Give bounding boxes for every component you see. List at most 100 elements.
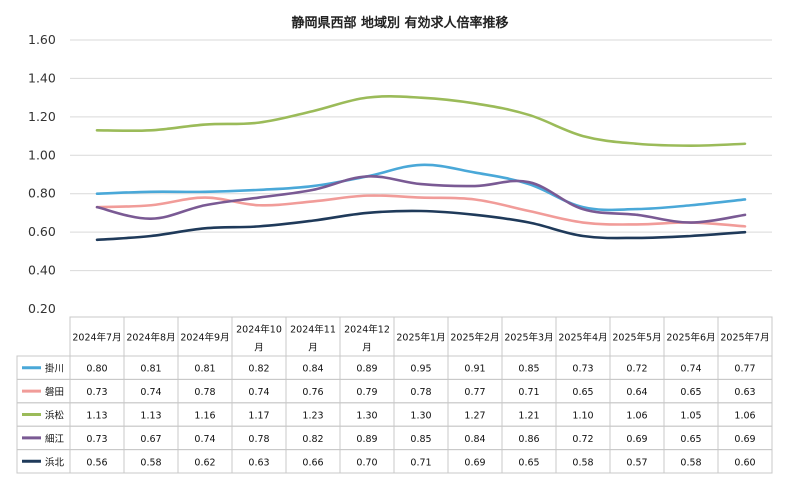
data-label: 0.85 (518, 364, 539, 375)
data-label: 0.81 (140, 364, 161, 375)
data-label: 0.58 (572, 457, 593, 468)
data-label: 0.65 (572, 387, 593, 398)
data-label: 1.21 (518, 411, 539, 422)
data-label: 0.78 (410, 387, 431, 398)
y-tick-label: 0.60 (28, 224, 56, 239)
data-label: 0.72 (572, 434, 593, 445)
legend-label: 掛川 (45, 363, 64, 375)
data-label: 0.84 (464, 434, 485, 445)
legend-label: 浜松 (45, 410, 65, 422)
chart-title: 静岡県西部 地域別 有効求人倍率推移 (291, 15, 508, 31)
data-label: 0.56 (86, 457, 107, 468)
data-label: 0.89 (356, 434, 377, 445)
data-label: 0.77 (734, 364, 755, 375)
data-label: 0.74 (680, 364, 701, 375)
x-tick-label: 2024年9月 (180, 332, 229, 344)
x-tick-label: 2024年8月 (126, 332, 175, 344)
data-label: 0.70 (356, 457, 377, 468)
data-label: 1.13 (86, 411, 107, 422)
x-tick-label: 2025年7月 (720, 332, 769, 344)
data-label: 0.86 (518, 434, 539, 445)
x-tick-label: 2025年5月 (612, 332, 661, 344)
data-label: 0.81 (194, 364, 215, 375)
data-label: 0.71 (410, 457, 431, 468)
data-label: 0.63 (248, 457, 269, 468)
data-label: 0.58 (140, 457, 161, 468)
data-label: 0.85 (410, 434, 431, 445)
data-label: 0.91 (464, 364, 485, 375)
series-line-細江 (95, 175, 747, 224)
data-label: 0.82 (302, 434, 323, 445)
data-label: 0.62 (194, 457, 215, 468)
data-label: 0.65 (680, 434, 701, 445)
data-label: 0.79 (356, 387, 377, 398)
data-label: 0.63 (734, 387, 755, 398)
data-label: 1.10 (572, 411, 593, 422)
data-label: 0.69 (464, 457, 485, 468)
data-label: 0.65 (680, 387, 701, 398)
x-tick-label: 2024年11 (290, 324, 336, 336)
data-label: 1.16 (194, 411, 215, 422)
data-label: 0.84 (302, 364, 323, 375)
x-tick-label: 2025年6月 (666, 332, 715, 344)
series-lines (95, 95, 747, 242)
data-label: 0.69 (626, 434, 647, 445)
table-cell (717, 449, 773, 474)
y-tick-label: 0.80 (28, 186, 56, 201)
legend-label: 細江 (45, 433, 65, 445)
data-label: 0.74 (194, 434, 215, 445)
y-tick-label: 1.40 (28, 70, 56, 85)
legend-label: 磐田 (45, 386, 64, 398)
data-label: 0.65 (518, 457, 539, 468)
data-label: 0.71 (518, 387, 539, 398)
data-label: 0.89 (356, 364, 377, 375)
data-label: 0.77 (464, 387, 485, 398)
data-label: 0.95 (410, 364, 431, 375)
data-label: 1.06 (626, 411, 647, 422)
x-tick-label: 2024年12 (344, 324, 390, 336)
data-label: 1.30 (410, 411, 431, 422)
data-label: 1.30 (356, 411, 377, 422)
y-tick-label: 1.60 (28, 32, 56, 47)
x-tick-label: 2024年7月 (72, 332, 121, 344)
data-label: 0.66 (302, 457, 323, 468)
data-label: 0.76 (302, 387, 323, 398)
data-label: 1.27 (464, 411, 485, 422)
data-label: 1.23 (302, 411, 323, 422)
x-tick-label: 2025年1月 (396, 332, 445, 344)
x-tick-label: 月 (254, 343, 264, 354)
data-label: 0.67 (140, 434, 161, 445)
y-tick-label: 1.00 (28, 147, 56, 162)
x-tick-label: 2025年3月 (504, 332, 553, 344)
data-label: 0.78 (194, 387, 215, 398)
grid-lines (70, 39, 772, 272)
data-label: 0.58 (680, 457, 701, 468)
data-label: 1.06 (734, 411, 755, 422)
y-tick-label: 0.20 (28, 301, 56, 316)
data-label: 0.64 (626, 387, 647, 398)
x-tick-label: 月 (308, 343, 318, 354)
y-axis-ticks: 1.60 1.40 1.20 1.00 0.80 0.60 0.40 0.20 (28, 32, 56, 316)
y-tick-label: 0.40 (28, 263, 56, 278)
y-tick-label: 1.20 (28, 109, 56, 124)
data-label: 0.60 (734, 457, 755, 468)
series-line-磐田 (95, 194, 747, 228)
legend-label: 浜北 (45, 457, 65, 468)
series-line-浜松 (95, 95, 747, 147)
data-label: 0.73 (86, 387, 107, 398)
x-tick-label: 2024年10 (236, 324, 282, 336)
data-label: 0.74 (140, 387, 161, 398)
data-label: 0.80 (86, 364, 107, 375)
data-label: 0.73 (86, 434, 107, 445)
data-label: 0.72 (626, 364, 647, 375)
data-label: 0.82 (248, 364, 269, 375)
data-label: 0.69 (734, 434, 755, 445)
data-label: 0.74 (248, 387, 269, 398)
data-label: 1.05 (680, 411, 701, 422)
series-line-掛川 (95, 163, 747, 212)
data-label: 1.13 (140, 411, 161, 422)
data-label: 1.17 (248, 411, 269, 422)
data-label: 0.57 (626, 457, 647, 468)
series-line-浜北 (95, 209, 747, 242)
